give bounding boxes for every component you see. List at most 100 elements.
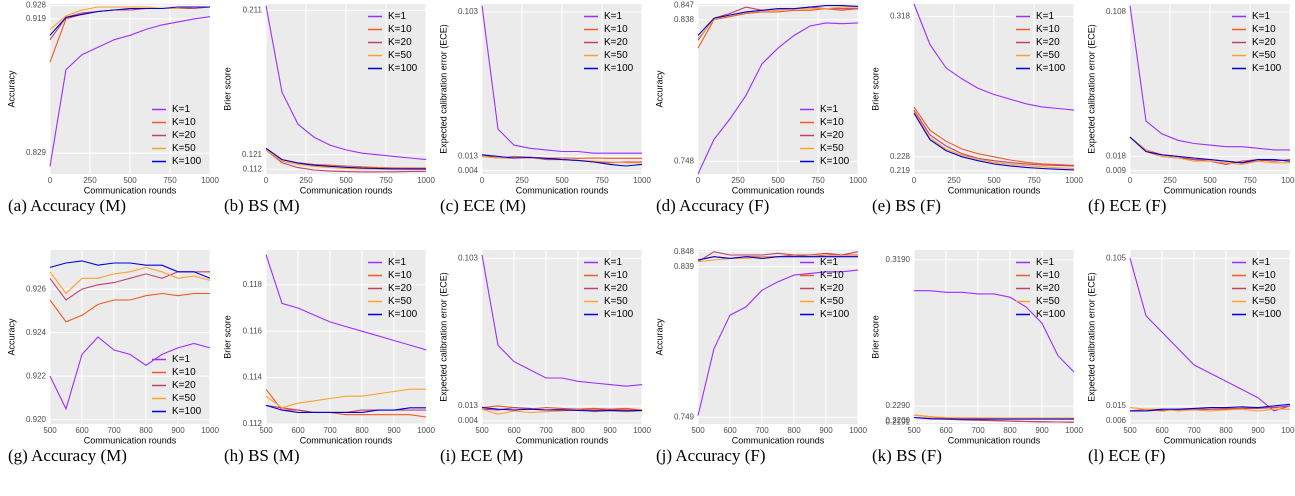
y-axis-label: Brier score <box>870 315 880 359</box>
series-line <box>913 111 1075 170</box>
legend-label: K=10 <box>604 24 628 35</box>
legend-label: K=100 <box>1252 309 1282 320</box>
x-tick-label: 0 <box>480 176 485 185</box>
x-axis-label: Communication rounds <box>300 185 393 195</box>
y-tick-label: 0.118 <box>243 280 263 289</box>
x-tick-label: 800 <box>787 426 801 435</box>
x-axis-label: Communication rounds <box>84 185 177 195</box>
caption: (e) BS (F) <box>872 196 941 215</box>
x-axis-label: Communication rounds <box>948 185 1041 195</box>
legend-label: K=10 <box>820 270 844 281</box>
x-tick-label: 250 <box>515 176 529 185</box>
x-tick-label: 500 <box>1123 426 1137 435</box>
x-tick-label: 900 <box>387 426 401 435</box>
legend-label: K=10 <box>1252 24 1276 35</box>
y-axis-label: Expected calibration error (ECE) <box>438 272 448 402</box>
y-tick-label: 0.013 <box>458 401 479 410</box>
x-tick-label: 1000 <box>201 176 219 185</box>
plot-background <box>914 250 1074 424</box>
x-tick-label: 250 <box>299 176 313 185</box>
y-tick-label: 0.748 <box>674 157 695 166</box>
y-tick-label: 0.847 <box>674 1 695 10</box>
legend-label: K=50 <box>1036 50 1060 61</box>
x-tick-label: 250 <box>83 176 97 185</box>
y-tick-label: 0.318 <box>890 12 911 21</box>
x-tick-label: 0 <box>264 176 269 185</box>
y-tick-label: 0.015 <box>1106 401 1127 410</box>
x-tick-label: 600 <box>291 426 305 435</box>
caption: (b) BS (M) <box>224 196 300 215</box>
series-line <box>913 3 1075 111</box>
legend-label: K=20 <box>820 283 844 294</box>
series-line <box>265 388 427 418</box>
series-line <box>913 106 1075 166</box>
x-tick-label: 700 <box>539 426 553 435</box>
y-tick-label: 0.839 <box>674 262 695 271</box>
legend-label: K=100 <box>1252 63 1282 74</box>
x-tick-label: 0 <box>48 176 53 185</box>
legend-label: K=20 <box>1036 37 1060 48</box>
legend-label: K=1 <box>1252 257 1271 268</box>
x-tick-label: 1000 <box>201 426 219 435</box>
legend-label: K=1 <box>388 257 407 268</box>
y-tick-label: 0.006 <box>1106 416 1127 425</box>
y-tick-label: 0.838 <box>674 15 695 24</box>
y-tick-label: 0.2200 <box>886 416 911 425</box>
series-line <box>265 5 427 161</box>
x-tick-label: 900 <box>1035 426 1049 435</box>
plot-background <box>1130 250 1290 424</box>
series-line <box>49 16 211 167</box>
y-axis-label: Brier score <box>870 67 880 111</box>
x-tick-label: 500 <box>123 176 137 185</box>
legend-label: K=20 <box>172 380 196 391</box>
legend-label: K=1 <box>172 354 191 365</box>
series-line <box>265 254 427 351</box>
x-tick-label: 250 <box>947 176 961 185</box>
x-tick-label: 750 <box>595 176 609 185</box>
x-tick-label: 1000 <box>1065 176 1083 185</box>
caption: (a) Accuracy (M) <box>8 196 126 215</box>
x-tick-label: 700 <box>755 426 769 435</box>
x-tick-label: 600 <box>507 426 521 435</box>
series-line <box>49 6 210 36</box>
x-axis-label: Communication rounds <box>732 435 825 445</box>
legend-label: K=50 <box>820 143 844 154</box>
series-line <box>265 404 426 413</box>
caption: (f) ECE (F) <box>1088 196 1166 215</box>
legend-label: K=20 <box>1036 283 1060 294</box>
legend-label: K=50 <box>172 143 196 154</box>
y-tick-label: 0.004 <box>458 416 479 425</box>
legend-label: K=100 <box>1036 309 1066 320</box>
series-line <box>481 408 643 415</box>
legend-label: K=10 <box>388 270 412 281</box>
legend-label: K=1 <box>388 11 407 22</box>
legend-label: K=50 <box>172 393 196 404</box>
series-line <box>697 22 859 175</box>
x-tick-label: 750 <box>163 176 177 185</box>
x-tick-label: 750 <box>379 176 393 185</box>
y-tick-label: 0.919 <box>26 14 47 23</box>
x-tick-label: 900 <box>603 426 617 435</box>
x-tick-label: 500 <box>555 176 569 185</box>
x-tick-label: 800 <box>139 426 153 435</box>
x-tick-label: 800 <box>1003 426 1017 435</box>
legend-label: K=10 <box>1036 24 1060 35</box>
legend-label: K=50 <box>388 296 412 307</box>
series-line <box>1129 5 1290 151</box>
legend-label: K=20 <box>1252 37 1276 48</box>
x-tick-label: 800 <box>1219 426 1233 435</box>
x-tick-label: 750 <box>1027 176 1041 185</box>
x-tick-label: 500 <box>907 426 921 435</box>
legend-label: K=100 <box>172 156 202 167</box>
series-line <box>265 149 427 173</box>
legend-label: K=20 <box>388 37 412 48</box>
y-tick-label: 0.103 <box>458 253 479 262</box>
y-tick-label: 0.121 <box>242 150 263 159</box>
x-axis-label: Communication rounds <box>84 435 177 445</box>
legend-label: K=20 <box>1252 283 1276 294</box>
series-line <box>1129 258 1291 412</box>
legend-label: K=100 <box>820 156 850 167</box>
legend-label: K=20 <box>604 283 628 294</box>
legend-label: K=1 <box>604 11 623 22</box>
legend-label: K=50 <box>1252 50 1276 61</box>
